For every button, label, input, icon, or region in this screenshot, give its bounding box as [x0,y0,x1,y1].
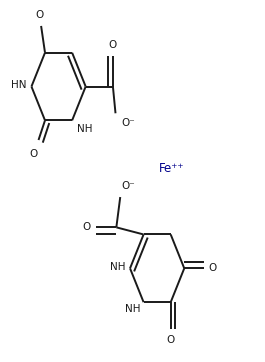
Text: O⁻: O⁻ [121,118,135,127]
Text: Fe⁺⁺: Fe⁺⁺ [159,162,184,175]
Text: O: O [29,149,37,159]
Text: O: O [109,40,117,50]
Text: O⁻: O⁻ [122,181,135,191]
Text: O: O [167,335,175,345]
Text: O: O [208,263,217,273]
Text: NH: NH [126,304,141,314]
Text: O: O [36,9,44,20]
Text: NH: NH [110,262,125,272]
Text: NH: NH [77,124,93,134]
Text: HN: HN [11,80,27,90]
Text: O: O [83,222,91,232]
